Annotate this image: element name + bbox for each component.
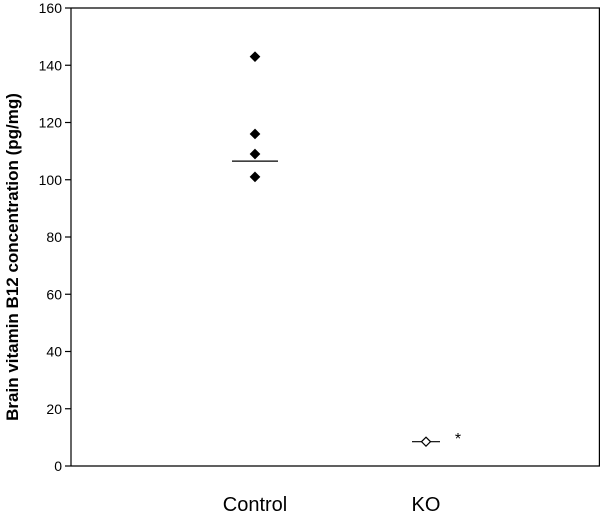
axes [70, 7, 600, 467]
x-categories: Control KO [223, 494, 441, 516]
annotations: * [455, 431, 461, 448]
y-tick-label: 60 [46, 286, 62, 302]
y-ticks: 0 20 40 60 80 100 120 140 160 [39, 0, 71, 474]
significance-marker: * [455, 431, 461, 448]
y-tick-label: 120 [39, 115, 63, 131]
data-points [232, 51, 440, 448]
y-axis-title: Brain vitamin B12 concentration (pg/mg) [3, 93, 22, 421]
x-category-label: Control [223, 494, 287, 516]
y-tick-label: 20 [46, 401, 62, 417]
data-point [249, 51, 261, 63]
y-tick-label: 80 [46, 229, 62, 245]
y-tick-label: 140 [39, 57, 63, 73]
y-tick-label: 160 [39, 0, 63, 16]
data-point [249, 171, 261, 183]
data-point [420, 436, 432, 448]
data-point [249, 148, 261, 160]
y-tick-label: 100 [39, 172, 63, 188]
x-category-label: KO [412, 494, 441, 516]
data-point [249, 128, 261, 140]
y-tick-label: 40 [46, 344, 62, 360]
y-tick-label: 0 [54, 458, 62, 474]
